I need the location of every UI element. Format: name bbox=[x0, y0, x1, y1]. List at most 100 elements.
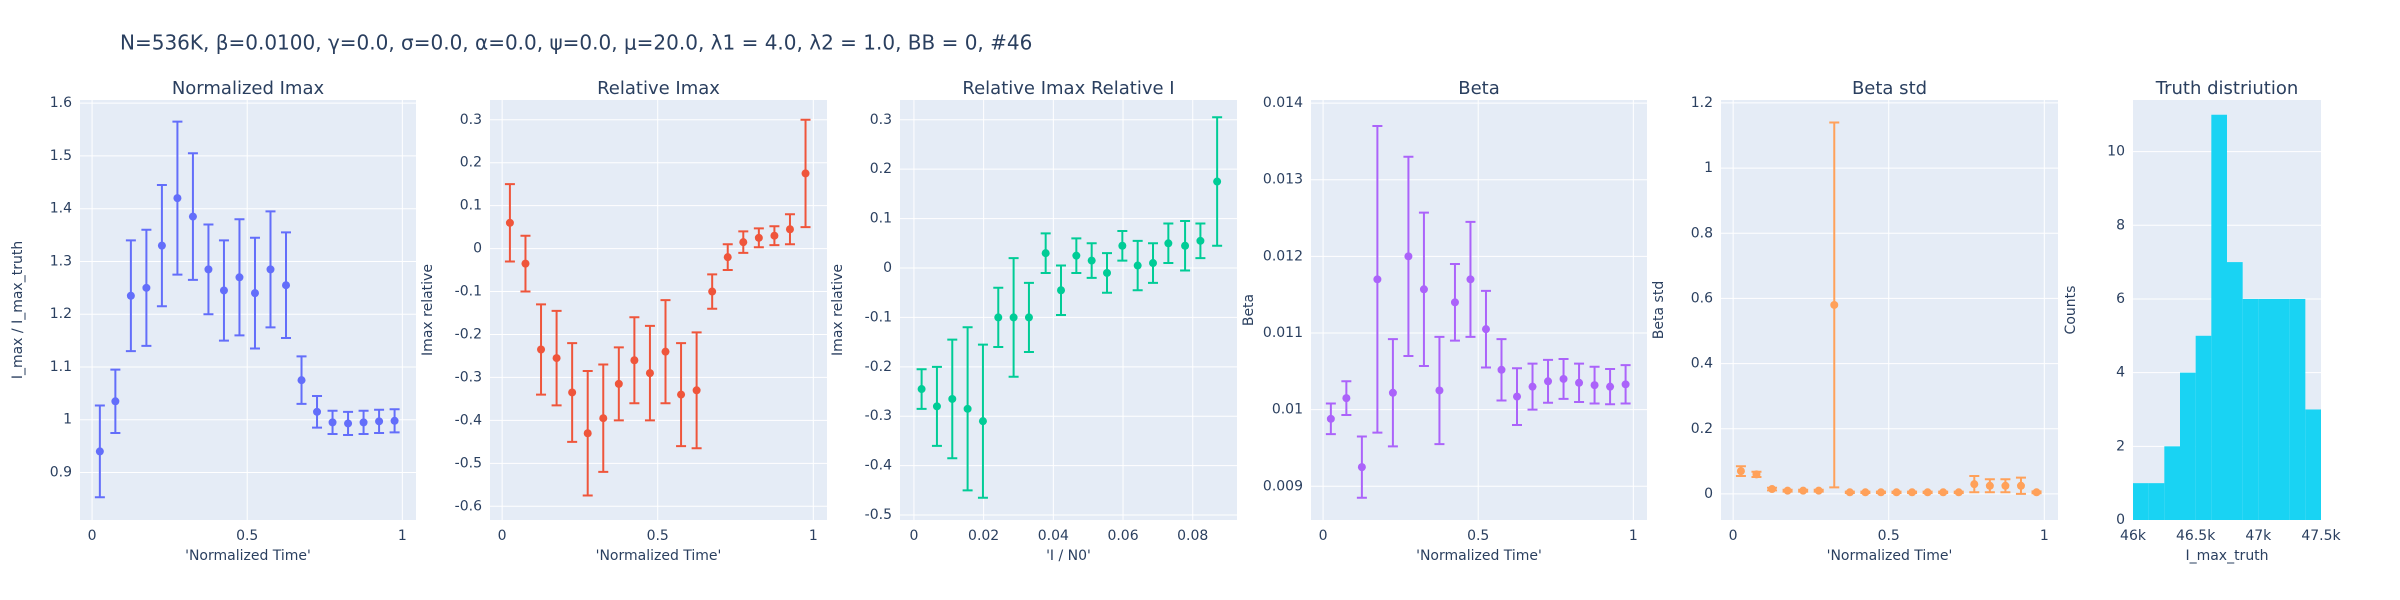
data-point bbox=[692, 386, 701, 395]
data-point bbox=[1939, 488, 1948, 497]
data-point bbox=[1024, 313, 1033, 322]
data-point bbox=[375, 417, 384, 426]
data-point bbox=[282, 281, 291, 290]
histogram-bar bbox=[2148, 483, 2165, 520]
data-point bbox=[1326, 414, 1335, 423]
data-point bbox=[1466, 275, 1475, 284]
data-point bbox=[994, 313, 1003, 322]
chart-title: Normalized Imax bbox=[172, 78, 325, 99]
x-tick-label: 1 bbox=[398, 528, 407, 544]
y-tick-label: -0.4 bbox=[865, 458, 892, 474]
data-point bbox=[1118, 241, 1127, 250]
data-point bbox=[1373, 275, 1382, 284]
data-point bbox=[1923, 488, 1932, 497]
data-point bbox=[359, 418, 368, 427]
data-point bbox=[157, 241, 166, 250]
y-tick-label: 1.4 bbox=[50, 201, 72, 217]
histogram-bar bbox=[2258, 298, 2274, 520]
y-tick-label: 0.8 bbox=[1691, 225, 1713, 241]
data-point bbox=[1196, 236, 1205, 245]
chart-title: Truth distriution bbox=[2155, 78, 2299, 99]
data-point bbox=[948, 394, 957, 403]
histogram-bar bbox=[2180, 372, 2196, 520]
x-axis-title: 'Normalized Time' bbox=[596, 548, 722, 564]
data-point bbox=[1009, 313, 1018, 322]
y-tick-label: 0.2 bbox=[1691, 421, 1713, 437]
y-tick-label: 0.014 bbox=[1263, 95, 1303, 111]
y-tick-label: -0.4 bbox=[455, 412, 482, 428]
data-point bbox=[173, 194, 182, 203]
y-tick-label: 0 bbox=[2116, 512, 2125, 528]
y-tick-label: 1.6 bbox=[50, 95, 72, 111]
data-point bbox=[1450, 298, 1459, 307]
y-tick-label: -0.1 bbox=[455, 284, 482, 300]
x-tick-label: 0.06 bbox=[1107, 528, 1138, 544]
data-point bbox=[1149, 259, 1158, 268]
chart-title: Beta std bbox=[1852, 78, 1927, 99]
x-tick-label: 47k bbox=[2245, 528, 2272, 544]
chart-title: Relative Imax Relative I bbox=[962, 78, 1174, 99]
data-point bbox=[754, 233, 763, 242]
y-axis-title: Beta std bbox=[1651, 281, 1667, 339]
histogram-bar bbox=[2133, 483, 2149, 520]
data-point bbox=[785, 225, 794, 234]
y-axis-title: Counts bbox=[2063, 286, 2079, 335]
data-point bbox=[266, 265, 275, 274]
data-point bbox=[2016, 481, 2025, 490]
y-tick-label: 2 bbox=[2116, 438, 2125, 454]
data-point bbox=[1970, 480, 1979, 489]
data-point bbox=[770, 231, 779, 240]
x-tick-label: 1 bbox=[2040, 528, 2049, 544]
y-axis-title: Imax relative bbox=[830, 264, 846, 356]
x-tick-label: 0.5 bbox=[1878, 528, 1900, 544]
x-tick-label: 0 bbox=[1729, 528, 1738, 544]
histogram-bar bbox=[2164, 446, 2180, 520]
x-tick-label: 47.5k bbox=[2301, 528, 2341, 544]
y-tick-label: 0.2 bbox=[870, 161, 892, 177]
data-point bbox=[313, 407, 322, 416]
data-point bbox=[1103, 268, 1112, 277]
x-tick-label: 0 bbox=[1319, 528, 1328, 544]
x-tick-label: 0 bbox=[88, 528, 97, 544]
data-point bbox=[1908, 488, 1917, 497]
x-tick-label: 0.02 bbox=[968, 528, 999, 544]
y-tick-label: 0.1 bbox=[460, 198, 482, 214]
data-point bbox=[1954, 488, 1963, 497]
data-point bbox=[614, 379, 623, 388]
data-point bbox=[1830, 300, 1839, 309]
data-point bbox=[599, 414, 608, 423]
data-point bbox=[1164, 239, 1173, 248]
x-tick-label: 0.5 bbox=[1467, 528, 1489, 544]
data-point bbox=[661, 347, 670, 356]
histogram-bar bbox=[2211, 114, 2227, 520]
y-tick-label: 0.011 bbox=[1263, 325, 1303, 341]
x-tick-label: 0.5 bbox=[236, 528, 258, 544]
data-point bbox=[505, 218, 514, 227]
y-tick-label: -0.1 bbox=[865, 309, 892, 325]
y-tick-label: 0.2 bbox=[460, 155, 482, 171]
chart-title: Relative Imax bbox=[597, 78, 720, 99]
data-point bbox=[1621, 380, 1630, 389]
data-point bbox=[1133, 261, 1142, 270]
data-point bbox=[552, 354, 561, 363]
y-tick-label: -0.2 bbox=[865, 359, 892, 375]
data-point bbox=[1814, 486, 1823, 495]
plot-area bbox=[1721, 100, 2058, 520]
x-tick-label: 0.5 bbox=[647, 528, 669, 544]
data-point bbox=[1985, 481, 1994, 490]
y-tick-label: -0.2 bbox=[455, 326, 482, 342]
y-tick-label: -0.3 bbox=[455, 369, 482, 385]
data-point bbox=[1513, 392, 1522, 401]
y-tick-label: 1 bbox=[1704, 160, 1713, 176]
data-point bbox=[1041, 249, 1050, 258]
y-tick-label: -0.6 bbox=[455, 498, 482, 514]
data-point bbox=[1799, 486, 1808, 495]
data-point bbox=[630, 356, 639, 365]
data-point bbox=[1087, 256, 1096, 265]
data-point bbox=[250, 289, 259, 298]
x-tick-label: 0.08 bbox=[1177, 528, 1208, 544]
y-tick-label: 0.4 bbox=[1691, 356, 1713, 372]
data-point bbox=[568, 388, 577, 397]
data-point bbox=[708, 287, 717, 296]
data-point bbox=[111, 397, 120, 406]
